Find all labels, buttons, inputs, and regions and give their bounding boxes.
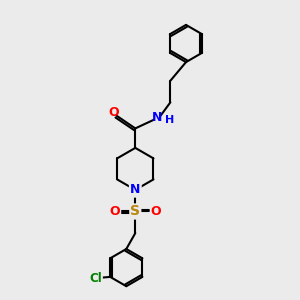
Text: S: S bbox=[130, 205, 140, 218]
Text: Cl: Cl bbox=[89, 272, 102, 285]
Text: O: O bbox=[110, 205, 120, 218]
Text: H: H bbox=[165, 115, 174, 125]
Text: N: N bbox=[152, 111, 162, 124]
Text: O: O bbox=[150, 205, 161, 218]
Text: N: N bbox=[130, 183, 140, 196]
Text: O: O bbox=[108, 106, 119, 119]
